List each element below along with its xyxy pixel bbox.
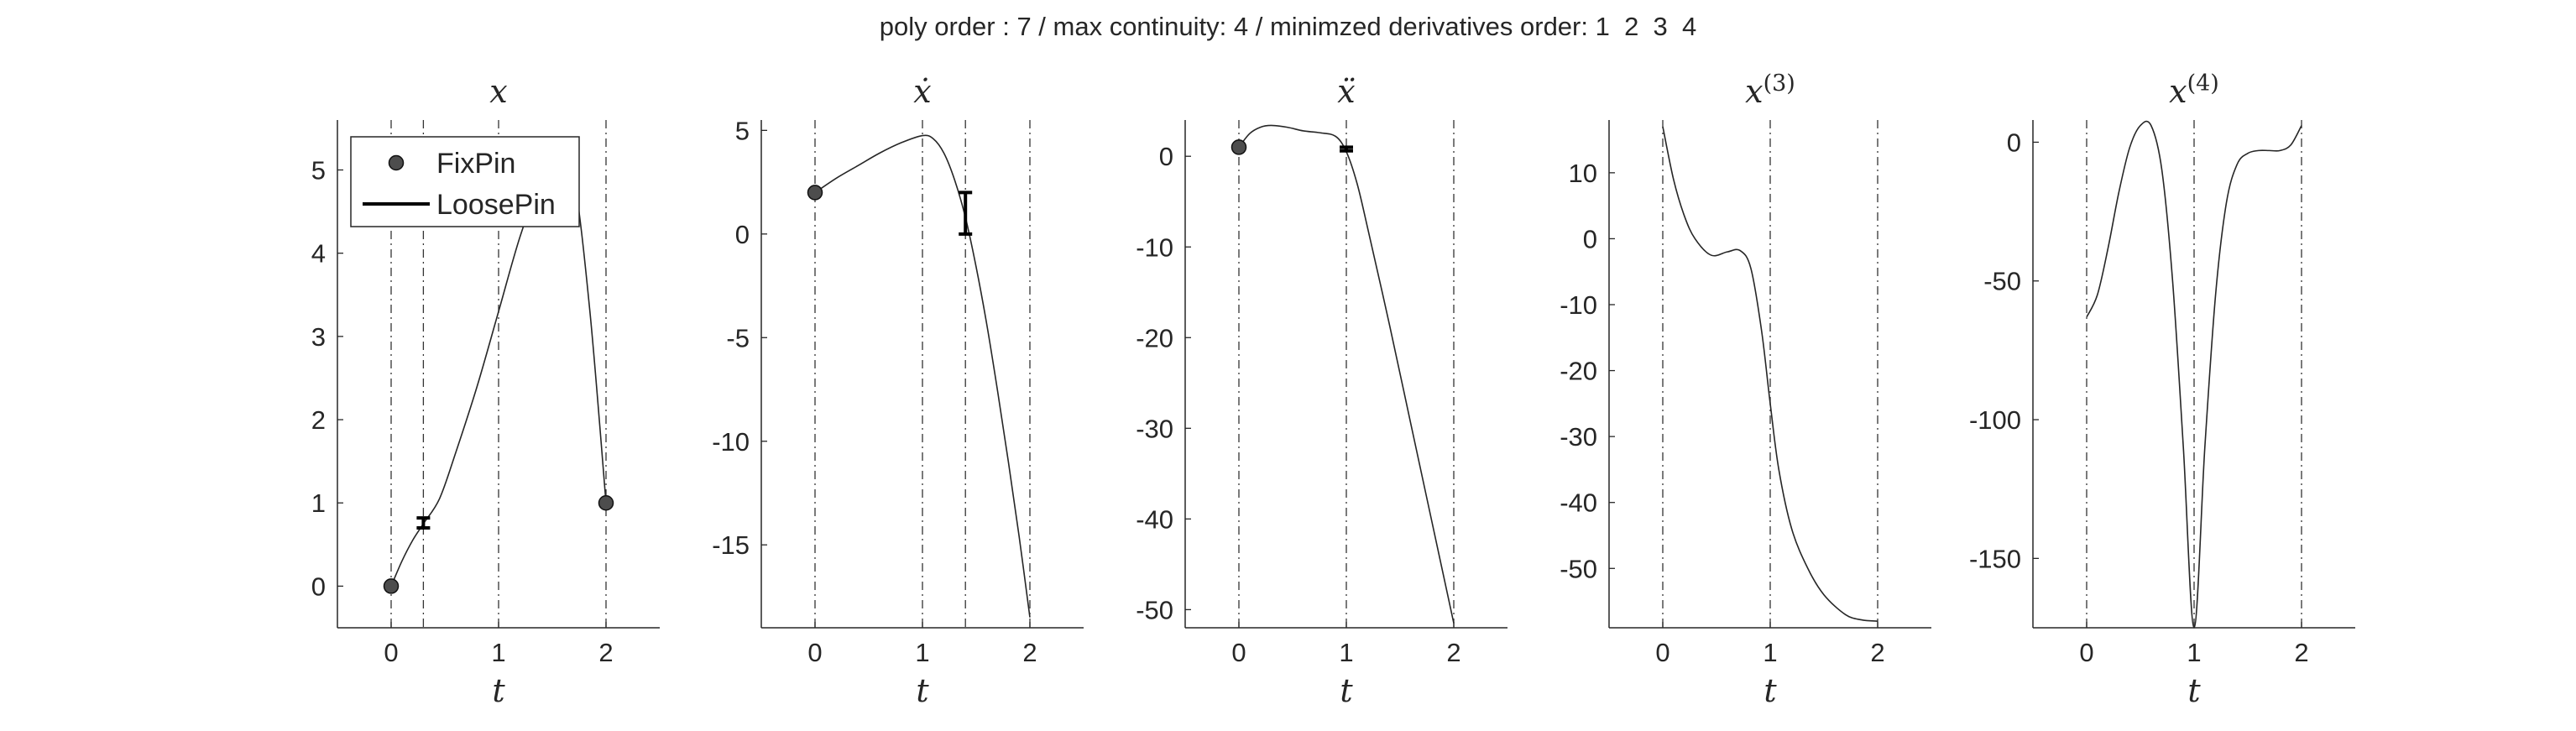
subplot-title: x(4) <box>2169 70 2219 110</box>
x-tick-label: 0 <box>2079 638 2093 667</box>
figure-title: poly order : 7 / max continuity: 4 / min… <box>879 12 1697 41</box>
legend-fixpin-marker <box>388 154 405 171</box>
y-tick-label: -50 <box>1560 554 1597 583</box>
x-tick-label: 0 <box>807 638 822 667</box>
subplot-title: ẍ <box>1337 73 1355 110</box>
y-tick-label: -40 <box>1136 504 1173 534</box>
trajectory-line <box>814 134 1031 618</box>
y-tick-label: 4 <box>311 239 326 269</box>
y-tick-label: -20 <box>1560 357 1597 386</box>
y-tick-label: -50 <box>1136 595 1173 624</box>
y-tick-label: -15 <box>712 530 750 560</box>
subplot-5: 0 1 2 -150 -100 -50 0 t x(4) <box>1969 70 2355 709</box>
x-tick-label: 1 <box>491 638 505 667</box>
y-tick-label: 0 <box>2007 128 2021 157</box>
x-tick-label: 2 <box>2294 638 2308 667</box>
y-tick-label: -40 <box>1560 488 1597 518</box>
y-tick-label: 0 <box>1583 224 1597 253</box>
y-tick-label: 0 <box>1159 142 1173 171</box>
fix-pin-marker <box>598 494 614 511</box>
y-tick-label: 10 <box>1569 159 1597 188</box>
x-tick-label: 1 <box>915 638 929 667</box>
y-tick-label: 0 <box>735 220 750 249</box>
y-tick-label: -5 <box>726 323 750 352</box>
x-tick-label: 0 <box>384 638 398 667</box>
x-axis-label: t <box>2187 672 2201 709</box>
y-tick-label: -30 <box>1136 414 1173 443</box>
x-tick-label: 1 <box>1339 638 1353 667</box>
legend: FixPin LoosePin <box>350 136 580 227</box>
y-tick-label: 5 <box>311 156 326 185</box>
legend-label: FixPin <box>436 148 515 180</box>
y-tick-label: -10 <box>712 427 750 457</box>
subplot-title: x <box>489 73 507 110</box>
x-axis-label: t <box>492 672 505 709</box>
y-tick-label: 5 <box>735 116 750 145</box>
fix-pin-marker <box>1231 139 1247 155</box>
y-tick-label: 2 <box>311 405 326 435</box>
y-tick-label: -50 <box>1983 267 2021 296</box>
legend-label: LoosePin <box>436 189 556 221</box>
x-axis-label: t <box>1763 672 1777 709</box>
x-tick-label: 2 <box>1446 638 1460 667</box>
subplot-title: x(3) <box>1745 70 1795 110</box>
y-tick-label: 0 <box>311 572 326 601</box>
y-tick-label: 1 <box>311 488 326 518</box>
y-tick-label: -30 <box>1560 422 1597 452</box>
x-axis-label: t <box>1340 672 1353 709</box>
x-axis-label: t <box>916 672 929 709</box>
x-tick-label: 2 <box>598 638 613 667</box>
y-tick-label: -10 <box>1560 290 1597 320</box>
trajectory-line <box>2086 120 2302 629</box>
y-tick-label: 3 <box>311 322 326 352</box>
y-tick-label: -10 <box>1136 232 1173 262</box>
subplot-3: 0 1 2 -50 -40 -30 -20 -10 0 t ẍ <box>1136 73 1507 709</box>
fix-pin-marker <box>383 578 400 594</box>
legend-box <box>350 136 580 227</box>
x-tick-label: 0 <box>1231 638 1246 667</box>
y-tick-label: -150 <box>1969 544 2021 573</box>
fix-pin-marker <box>807 185 823 201</box>
x-tick-label: 2 <box>1022 638 1037 667</box>
x-tick-label: 1 <box>1763 638 1777 667</box>
subplot-2: 0 1 2 -15 -10 -5 0 5 t ẋ <box>712 73 1084 709</box>
subplot-4: 0 1 2 -50 -40 -30 -20 -10 0 10 t x(3) <box>1560 70 1931 709</box>
y-tick-label: -100 <box>1969 405 2021 435</box>
subplot-title: ẋ <box>913 73 931 110</box>
subplot-1: 0 1 2 0 1 2 3 4 5 t x FixPin LoosePin <box>311 73 660 709</box>
x-tick-label: 1 <box>2187 638 2201 667</box>
x-tick-label: 2 <box>1870 638 1884 667</box>
trajectory-line <box>390 148 607 587</box>
y-tick-label: -20 <box>1136 323 1173 352</box>
x-tick-label: 0 <box>1655 638 1669 667</box>
trajectory-line <box>1662 126 1878 622</box>
